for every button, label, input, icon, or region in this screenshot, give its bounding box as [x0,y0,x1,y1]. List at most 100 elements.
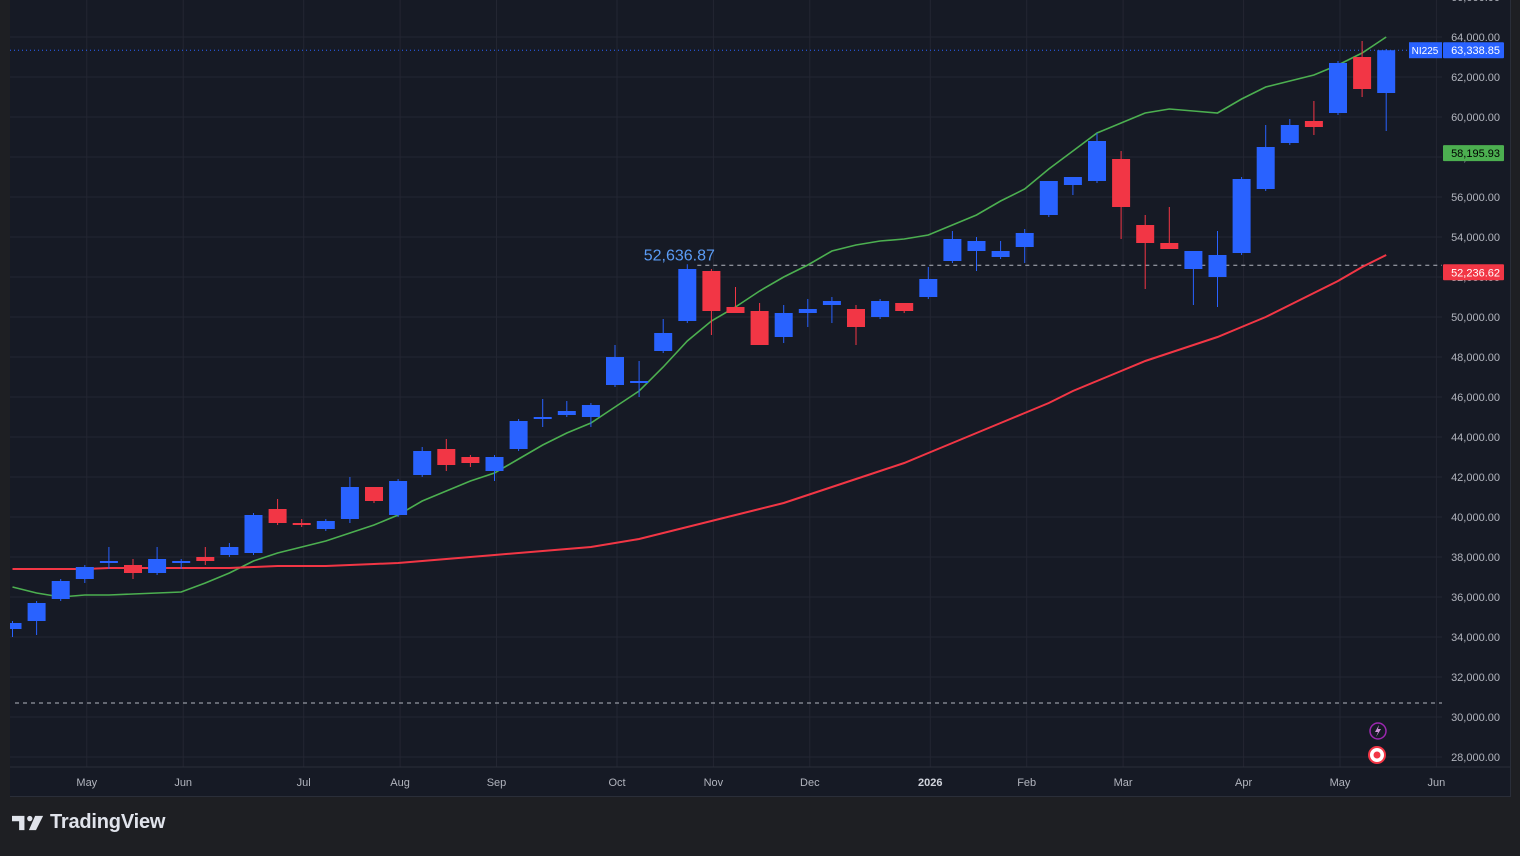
candle [557,401,576,417]
alert-icons [1368,722,1387,764]
candle [148,547,167,575]
candle [533,399,552,427]
candle [1039,181,1058,217]
candle [51,579,70,601]
candle-body [461,457,480,463]
candle [413,447,432,477]
y-tick-label: 62,000.00 [1451,72,1500,84]
candle-body [10,623,22,629]
symbol-tag-bg [1409,42,1442,59]
candle-body [702,271,721,311]
candle [654,319,673,353]
y-tick-label: 56,000.00 [1451,192,1500,204]
candle [967,237,986,271]
candle-body [678,269,697,321]
candle-body [871,301,890,317]
x-tick-label: Dec [800,777,820,789]
candle-body [1329,63,1347,113]
y-tick-label: 66,000.00 [1451,0,1500,4]
candle-body [437,449,456,465]
candle [196,547,215,565]
high-annotation: 52,636.87 [644,247,715,264]
candle [172,559,191,569]
candle [726,287,745,313]
ma-slow-tag: 52,236.62 [1443,264,1504,281]
candle-body [1088,141,1106,181]
candle [774,305,793,343]
candle [1160,207,1179,249]
candle [268,499,287,525]
candle-body [244,515,263,553]
y-tick-label: 60,000.00 [1451,112,1500,124]
candle [1136,215,1155,289]
candle [822,297,841,323]
candle [124,559,142,579]
x-tick-label: Jul [297,777,311,789]
candle [847,305,865,345]
candle-body [75,567,94,579]
candle [1353,41,1372,97]
candle [1329,61,1347,115]
candle [1232,177,1251,255]
candle-body [389,481,408,515]
candle-body [1304,121,1323,127]
candle-body [1136,225,1155,243]
candle-body [967,241,986,251]
y-tick-label: 30,000.00 [1451,712,1500,724]
y-tick-label: 32,000.00 [1451,672,1500,684]
ma-slow-tag-text: 52,236.62 [1451,267,1500,279]
candle [10,621,22,637]
candle-body [654,333,673,351]
candle [1280,119,1299,145]
candle [702,269,721,335]
candle-body [1063,177,1082,185]
candle [919,267,938,299]
candle-body [798,309,817,313]
candle [1112,151,1131,239]
y-tick-label: 44,000.00 [1451,432,1500,444]
y-tick-label: 42,000.00 [1451,472,1500,484]
symbol-tag: NI225 [1409,42,1442,59]
x-tick-label: Feb [1017,777,1036,789]
candle [1377,49,1396,131]
candle-body [750,311,769,345]
candle-body [1039,181,1058,215]
brand[interactable]: TradingView [12,811,165,834]
y-tick-label: 54,000.00 [1451,232,1500,244]
chart-panel[interactable]: 28,000.00 30,000.00 32,000.00 34,000.00 36,0… [10,0,1511,797]
ma-fast-tag-bg [1443,145,1504,162]
candle-body [365,487,383,501]
candlestick-chart[interactable]: 28,000.00 30,000.00 32,000.00 34,000.00 36,0… [10,0,1510,796]
candle-body [630,381,649,383]
brand-name: TradingView [50,811,166,833]
x-tick-label: Oct [608,777,625,789]
candle-body [991,251,1010,257]
candle-body [413,451,432,475]
candle [244,513,263,555]
candle-body [268,509,287,523]
candle [461,455,480,467]
candle-body [1377,50,1396,93]
lightning-glyph [1375,725,1381,737]
last-price-tag: 63,338.85 [1443,42,1504,59]
candle-body [847,309,865,327]
candle-body [822,301,841,305]
candle [630,361,649,397]
x-tick-label: Jun [174,777,192,789]
candle [798,299,817,327]
ma-fast-tag-text: 58,195.93 [1451,148,1500,160]
candle [1088,133,1106,183]
candle [1184,251,1203,305]
y-tick-label: 48,000.00 [1451,352,1500,364]
x-tick-label: May [1330,777,1351,789]
y-tick-label: 64,000.00 [1451,32,1500,44]
ma-slow-line [12,254,1387,570]
candle [437,439,456,471]
candle-body [1280,125,1299,143]
ma-slow-tag-bg [1443,264,1504,281]
last-price-tag-bg [1443,42,1504,59]
candle [316,519,335,531]
candle [991,241,1010,259]
candle [292,519,311,527]
y-tick-label: 28,000.00 [1451,752,1500,764]
